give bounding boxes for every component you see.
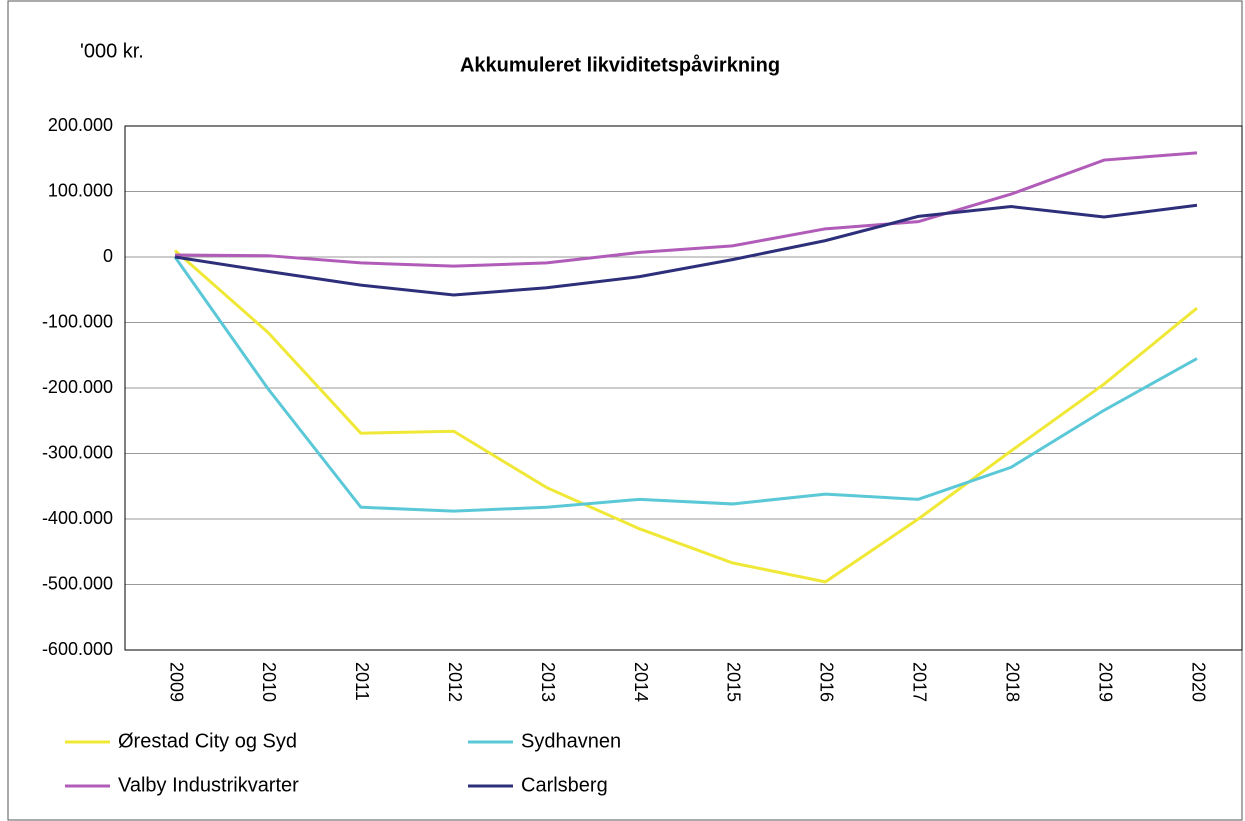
y-tick-label: -400.000 [42,508,113,528]
y-tick-label: -300.000 [42,442,113,462]
x-tick-label: 2012 [445,662,465,702]
y-axis-unit: '000 kr. [80,40,144,62]
series-line [174,249,1198,584]
x-tick-label: 2013 [538,662,558,702]
x-tick-label: 2015 [724,662,744,702]
x-tick-label: 2011 [352,662,372,701]
x-tick-label: 2020 [1188,662,1208,702]
y-tick-label: 0 [103,246,113,266]
x-tick-label: 2016 [817,662,837,702]
series-line [173,256,1198,513]
y-tick-label: -600.000 [42,639,113,659]
legend-label: Sydhavnen [521,730,621,752]
legend-label: Valby Industrikvarter [118,774,299,796]
x-tick-label: 2009 [166,662,186,702]
series-line [174,203,1198,297]
y-tick-label: -500.000 [42,573,113,593]
x-tick-label: 2017 [910,662,930,702]
y-tick-label: -200.000 [42,377,113,397]
x-tick-label: 2014 [631,662,651,702]
chart-title: Akkumuleret likviditetspåvirkning [460,53,780,76]
y-tick-label: -100.000 [42,311,113,331]
plot-border [124,125,1243,651]
x-tick-label: 2018 [1002,662,1022,702]
x-tick-label: 2019 [1095,662,1115,702]
y-tick-label: 100.000 [48,180,113,200]
legend-label: Ørestad City og Syd [118,730,297,752]
frame [7,0,1243,821]
x-tick-label: 2010 [259,662,279,702]
legend-label: Carlsberg [521,774,608,796]
series-line [174,151,1198,268]
y-tick-label: 200.000 [48,115,113,135]
